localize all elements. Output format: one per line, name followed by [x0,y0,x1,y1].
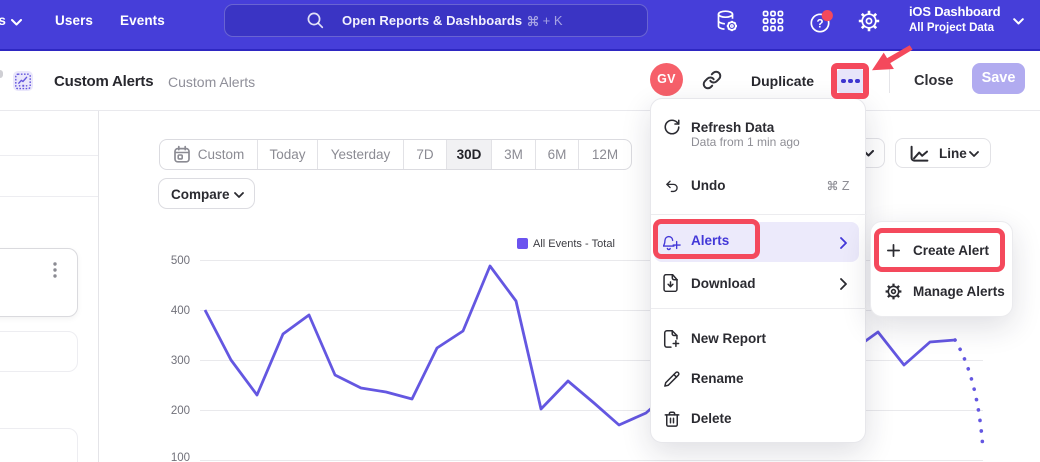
svg-text:?: ? [816,18,823,30]
